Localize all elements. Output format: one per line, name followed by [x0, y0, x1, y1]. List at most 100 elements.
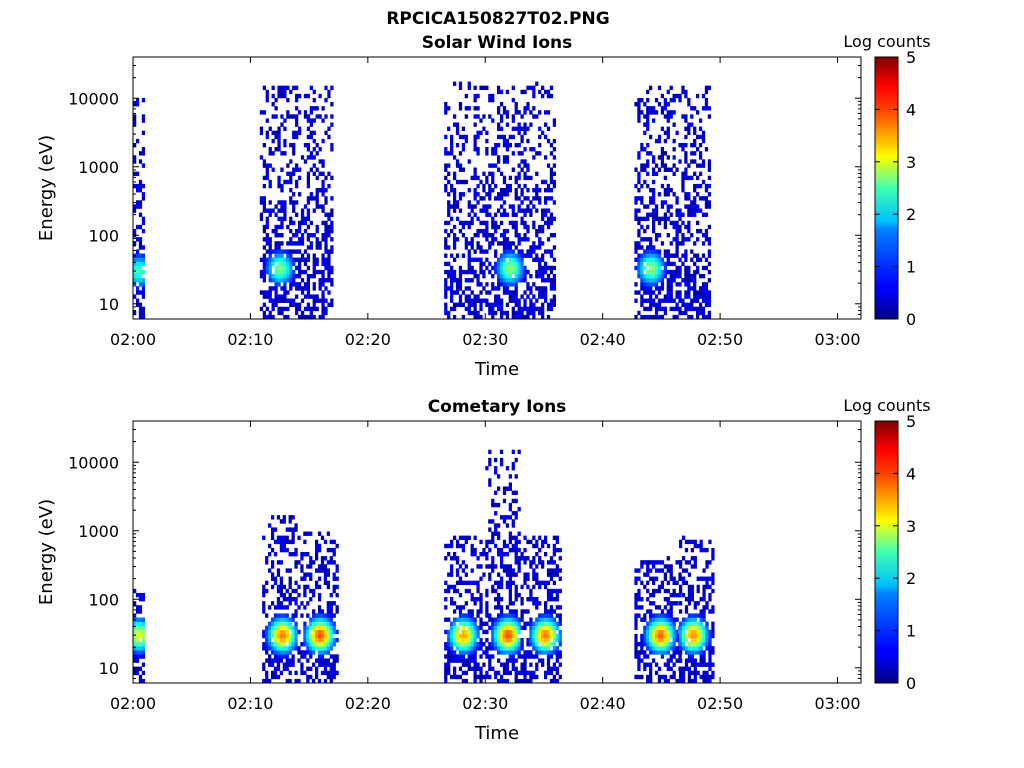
spectrogram-cell [458, 658, 463, 663]
spectrogram-cell [277, 89, 281, 95]
spectrogram-cell [330, 212, 334, 217]
spectrogram-cell [452, 257, 457, 262]
spectrogram-cell [280, 224, 284, 230]
spectrogram-cell [450, 646, 454, 651]
spectrogram-cell [646, 674, 650, 680]
spectrogram-cell [473, 188, 477, 193]
spectrogram-cell [282, 625, 286, 631]
spectrogram-cell [497, 89, 501, 95]
spectrogram-cell [289, 265, 293, 271]
spectrogram-cell [651, 617, 656, 622]
spectrogram-cell [514, 642, 518, 647]
spectrogram-cell [681, 237, 685, 242]
spectrogram-cell [330, 147, 334, 152]
spectrogram-cell [270, 584, 275, 590]
spectrogram-cell [327, 290, 331, 295]
spectrogram-cell [552, 155, 557, 160]
spectrogram-cell [461, 147, 466, 152]
spectrogram-cell [549, 179, 554, 185]
spectrogram-cell [283, 216, 287, 222]
spectrogram-cell [277, 93, 281, 99]
spectrogram-cell [485, 609, 489, 614]
spectrogram-cell [321, 290, 325, 295]
spectrogram-cell [708, 560, 712, 565]
spectrogram-cell [452, 650, 457, 655]
spectrogram-cell [649, 269, 653, 275]
spectrogram-cell [473, 175, 477, 181]
spectrogram-cell [491, 224, 495, 230]
spectrogram-cell [447, 106, 451, 111]
spectrogram-cell [546, 543, 551, 549]
spectrogram-cell [133, 654, 137, 659]
spectrogram-cell [326, 568, 330, 573]
spectrogram-cell [535, 617, 539, 622]
spectrogram-cell [467, 658, 471, 663]
spectrogram-cell [666, 102, 670, 107]
spectrogram-cell [292, 273, 296, 279]
spectrogram-cell [696, 208, 700, 213]
spectrogram-cell [133, 118, 137, 123]
spectrogram-cell [529, 560, 533, 565]
spectrogram-cell [458, 605, 463, 610]
spectrogram-cell [277, 179, 281, 185]
spectrogram-cell [508, 294, 512, 299]
spectrogram-cell [306, 637, 310, 643]
spectrogram-cell [517, 130, 521, 136]
spectrogram-cell [297, 678, 301, 684]
spectrogram-cell [646, 257, 650, 262]
spectrogram-cell [529, 208, 533, 213]
spectrogram-cell [467, 249, 471, 254]
spectrogram-cell [326, 650, 330, 655]
spectrogram-cell [637, 650, 641, 655]
spectrogram-cell [660, 646, 665, 651]
spectrogram-cell [637, 674, 641, 680]
spectrogram-cell [265, 625, 269, 631]
spectrogram-cell [470, 175, 474, 181]
spectrogram-cell [452, 233, 457, 238]
spectrogram-cell [552, 286, 557, 291]
spectrogram-cell [312, 233, 316, 238]
spectrogram-cell [494, 621, 498, 626]
spectrogram-cell [317, 662, 322, 667]
spectrogram-cell [485, 208, 489, 213]
spectrogram-cell [535, 298, 539, 303]
spectrogram-cell [141, 147, 146, 152]
spectrogram-cell [327, 171, 331, 177]
spectrogram-cell [637, 662, 641, 667]
spectrogram-cell [669, 188, 673, 193]
spectrogram-cell [666, 249, 670, 254]
spectrogram-cell [511, 658, 515, 663]
spectrogram-cell [141, 269, 146, 275]
spectrogram-cell [317, 568, 322, 573]
spectrogram-cell [654, 662, 659, 667]
spectrogram-cell [654, 642, 659, 647]
spectrogram-cell [549, 625, 554, 631]
spectrogram-cell [476, 114, 480, 119]
spectrogram-cell [491, 118, 495, 123]
spectrogram-cell [133, 646, 137, 651]
spectrogram-cell [488, 478, 492, 483]
spectrogram-cell [133, 613, 137, 618]
spectrogram-cell [707, 249, 712, 254]
spectrogram-cell [444, 617, 448, 622]
spectrogram-cell [499, 646, 504, 651]
spectrogram-cell [672, 253, 676, 258]
spectrogram-cell [274, 224, 278, 230]
spectrogram-cell [690, 273, 694, 279]
spectrogram-cell [315, 625, 319, 631]
spectrogram-cell [306, 552, 310, 557]
spectrogram-cell [657, 674, 662, 680]
spectrogram-cell [279, 584, 284, 590]
spectrogram-cell [701, 159, 706, 164]
y-tick-label: 1000 [78, 158, 119, 177]
spectrogram-cell [541, 637, 545, 643]
spectrogram-cell [274, 241, 278, 246]
spectrogram-cell [295, 93, 299, 99]
spectrogram-cell [312, 302, 316, 308]
spectrogram-cell [306, 114, 311, 119]
spectrogram-cell [687, 646, 692, 651]
spectrogram-cell [687, 196, 691, 201]
spectrogram-cell [511, 224, 515, 230]
spectrogram-cell [711, 552, 715, 557]
spectrogram-cell [485, 674, 489, 680]
